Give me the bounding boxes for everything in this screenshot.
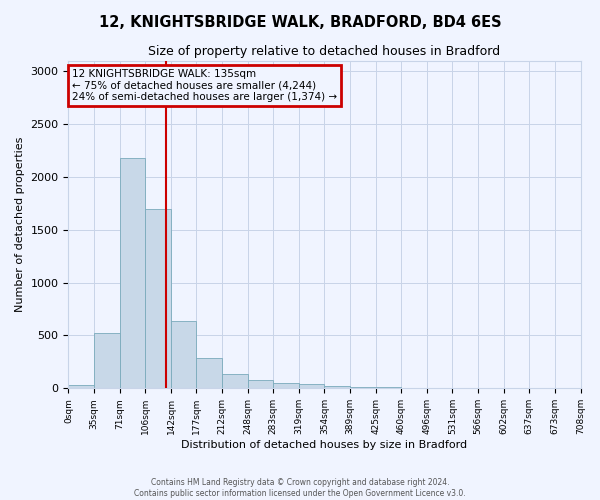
Bar [222, 374, 248, 388]
Bar [248, 380, 273, 388]
Text: 12 KNIGHTSBRIDGE WALK: 135sqm
← 75% of detached houses are smaller (4,244)
24% o: 12 KNIGHTSBRIDGE WALK: 135sqm ← 75% of d… [72, 69, 337, 102]
Title: Size of property relative to detached houses in Bradford: Size of property relative to detached ho… [148, 45, 500, 58]
Bar [171, 320, 196, 388]
Bar [325, 386, 350, 388]
Bar [299, 384, 325, 388]
Text: 12, KNIGHTSBRIDGE WALK, BRADFORD, BD4 6ES: 12, KNIGHTSBRIDGE WALK, BRADFORD, BD4 6E… [98, 15, 502, 30]
Bar [94, 334, 120, 388]
Text: Contains HM Land Registry data © Crown copyright and database right 2024.
Contai: Contains HM Land Registry data © Crown c… [134, 478, 466, 498]
Bar [120, 158, 145, 388]
Bar [273, 383, 299, 388]
Y-axis label: Number of detached properties: Number of detached properties [15, 137, 25, 312]
X-axis label: Distribution of detached houses by size in Bradford: Distribution of detached houses by size … [181, 440, 467, 450]
Bar [350, 387, 376, 388]
Bar [196, 358, 222, 388]
Bar [145, 208, 171, 388]
Bar [68, 385, 94, 388]
